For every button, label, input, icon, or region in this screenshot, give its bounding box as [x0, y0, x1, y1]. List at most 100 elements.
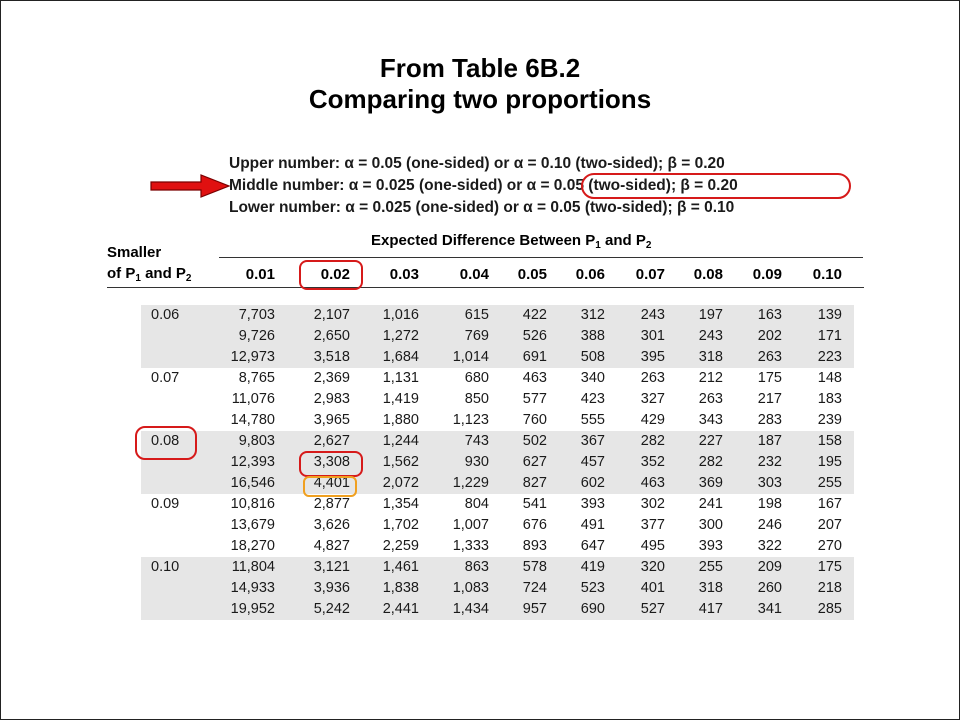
table-cell: 690	[580, 601, 605, 617]
table-cell: 19,952	[230, 601, 275, 617]
table-cell: 377	[640, 517, 665, 533]
table-row: 11,076 2,983 1,419 850 577 423 327 263 217 183	[141, 389, 854, 410]
table-cell: 341	[757, 601, 782, 617]
table-cell: 302	[640, 496, 665, 512]
table-cell: 429	[640, 412, 665, 428]
table-cell: 343	[698, 412, 723, 428]
table-cell: 12,393	[230, 454, 275, 470]
table-cell: 195	[817, 454, 842, 470]
table-cell: 312	[580, 307, 605, 323]
table-cell: 209	[757, 559, 782, 575]
table-cell: 893	[522, 538, 547, 554]
table-cell: 202	[757, 328, 782, 344]
table-cell: 217	[757, 391, 782, 407]
table-cell: 1,562	[382, 454, 419, 470]
table-cell: 10,816	[230, 496, 275, 512]
table-cell: 393	[698, 538, 723, 554]
table-cell: 3,936	[313, 580, 350, 596]
table-cell: 18,270	[230, 538, 275, 554]
table-row: 14,933 3,936 1,838 1,083 724 523 401 318 260 218	[141, 578, 854, 599]
table-cell: 263	[698, 391, 723, 407]
table-row: 12,393 3,308 1,562 930 627 457 352 282 232 195	[141, 452, 854, 473]
table-cell: 198	[757, 496, 782, 512]
column-header: 0.06	[575, 266, 605, 283]
table-row: 8,765 2,369 1,131 680 463 340 263 212 175 148	[141, 368, 854, 389]
table-cell: 523	[580, 580, 605, 596]
table-cell: 691	[522, 349, 547, 365]
table-cell: 223	[817, 349, 842, 365]
table-cell: 401	[640, 580, 665, 596]
column-header: 0.03	[389, 266, 419, 283]
table-cell: 255	[698, 559, 723, 575]
table-cell: 417	[698, 601, 723, 617]
table-cell: 827	[522, 475, 547, 491]
table-cell: 320	[640, 559, 665, 575]
table-cell: 527	[640, 601, 665, 617]
table-cell: 260	[757, 580, 782, 596]
table-cell: 246	[757, 517, 782, 533]
table-cell: 393	[580, 496, 605, 512]
table-cell: 463	[640, 475, 665, 491]
table-cell: 526	[522, 328, 547, 344]
row-group	[141, 305, 854, 368]
table-cell: 1,007	[452, 517, 489, 533]
title-line-2: Comparing two proportions	[308, 84, 652, 114]
table-cell: 502	[522, 433, 547, 449]
table-cell: 14,780	[230, 412, 275, 428]
table-row: 19,952 5,242 2,441 1,434 957 690 527 417 341 285	[141, 599, 854, 620]
table-cell: 352	[640, 454, 665, 470]
row-group	[141, 431, 854, 494]
middle-number-note: Middle number: α = 0.025 (one-sided) or …	[229, 177, 738, 194]
table-cell: 8,765	[238, 370, 275, 386]
title-line-1: From Table 6B.2	[379, 53, 581, 83]
cell-4401-highlight	[303, 476, 357, 497]
table-cell: 3,121	[313, 559, 350, 575]
table-cell: 2,107	[313, 307, 350, 323]
table-cell: 3,965	[313, 412, 350, 428]
slide-title: From Table 6B.2 Comparing two proportion…	[1, 53, 959, 115]
table-cell: 4,827	[313, 538, 350, 554]
table-cell: 1,434	[452, 601, 489, 617]
table-cell: 12,973	[230, 349, 275, 365]
table-cell: 241	[698, 496, 723, 512]
table-cell: 627	[522, 454, 547, 470]
group-header-rule	[219, 257, 863, 258]
column-header: 0.09	[752, 266, 782, 283]
table-cell: 1,016	[382, 307, 419, 323]
table-cell: 2,369	[313, 370, 350, 386]
table-row: 10,816 2,877 1,354 804 541 393 302 241 198 167	[141, 494, 854, 515]
row-header: Smaller of P1 and P2	[107, 243, 191, 285]
table-row: 11,804 3,121 1,461 863 578 419 320 255 209 175	[141, 557, 854, 578]
table-cell: 863	[464, 559, 489, 575]
table-cell: 175	[817, 559, 842, 575]
table-cell: 212	[698, 370, 723, 386]
table-cell: 804	[464, 496, 489, 512]
table-cell: 239	[817, 412, 842, 428]
row-header-line-1: Smaller	[107, 244, 162, 261]
table-cell: 615	[464, 307, 489, 323]
row-group-label: 0.07	[151, 370, 180, 386]
table-cell: 2,259	[382, 538, 419, 554]
column-header-rule	[107, 287, 864, 288]
lower-number-note: Lower number: α = 0.025 (one-sided) or α…	[229, 199, 735, 216]
column-header: 0.10	[812, 266, 842, 283]
table-cell: 282	[640, 433, 665, 449]
table-cell: 577	[522, 391, 547, 407]
pointer-arrow-icon	[150, 174, 231, 198]
table-cell: 263	[640, 370, 665, 386]
row-008-highlight	[135, 426, 197, 460]
table-cell: 322	[757, 538, 782, 554]
table-cell: 1,083	[452, 580, 489, 596]
table-cell: 171	[817, 328, 842, 344]
table-cell: 167	[817, 496, 842, 512]
table-cell: 2,072	[382, 475, 419, 491]
table-cell: 3,308	[313, 454, 350, 470]
row-group-label: 0.09	[151, 496, 180, 512]
table-cell: 1,123	[452, 412, 489, 428]
table-cell: 158	[817, 433, 842, 449]
upper-number-note: Upper number: α = 0.05 (one-sided) or α …	[229, 155, 725, 172]
table-cell: 4,401	[313, 475, 350, 491]
column-002-highlight	[299, 260, 363, 290]
table-cell: 5,242	[313, 601, 350, 617]
